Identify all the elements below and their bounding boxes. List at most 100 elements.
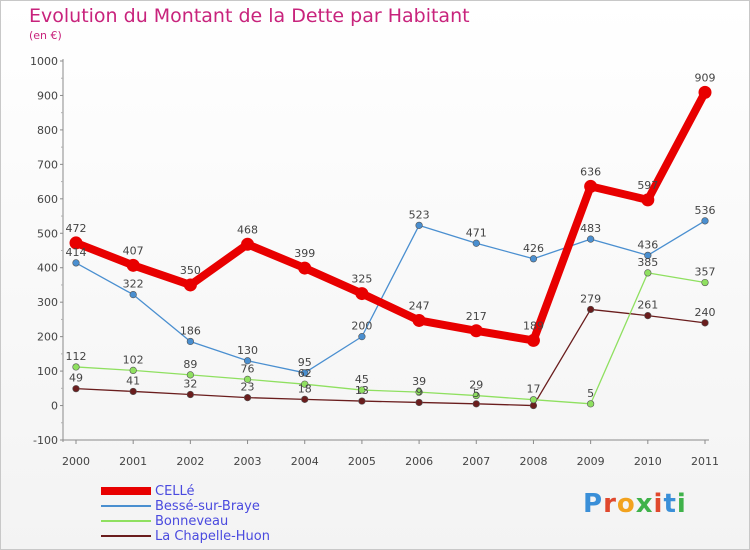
x-tick-label: 2004: [291, 455, 319, 468]
y-tick-label: 500: [37, 227, 58, 240]
data-label: 597: [637, 179, 658, 192]
x-tick-label: 2001: [119, 455, 147, 468]
data-point: [243, 375, 252, 383]
data-point: [186, 371, 194, 379]
data-point: [701, 278, 709, 287]
data-label: 9: [416, 385, 423, 398]
data-point: [243, 357, 252, 365]
logo-letter: i: [653, 489, 664, 519]
x-tick-label: 2005: [348, 455, 376, 468]
data-label: 45: [355, 373, 369, 386]
data-label: 426: [523, 242, 544, 255]
data-label: 471: [466, 226, 487, 239]
data-label: 29: [469, 379, 483, 392]
data-point: [183, 278, 197, 292]
data-point: [472, 400, 480, 408]
data-point: [415, 398, 423, 407]
logo-letter: o: [616, 489, 636, 519]
data-label: 32: [183, 378, 197, 391]
y-tick-label: 200: [37, 331, 58, 344]
proxiti-logo: Proxiti: [583, 489, 687, 519]
series-line-2: [75, 272, 706, 405]
logo-letter: t: [663, 489, 677, 519]
data-point: [186, 390, 194, 399]
legend-swatch-celle: [101, 487, 151, 495]
data-point: [301, 369, 309, 377]
data-point: [355, 287, 369, 301]
legend-label-chapelle: La Chapelle-Huon: [155, 529, 270, 544]
data-point: [72, 363, 80, 371]
series-line-1: [75, 220, 706, 374]
data-label: 247: [409, 299, 430, 312]
data-point: [415, 388, 423, 396]
data-label: 49: [69, 372, 83, 385]
y-tick-label: 0: [51, 400, 58, 413]
data-point: [72, 385, 80, 393]
x-tick-label: 2011: [691, 455, 719, 468]
data-label: 200: [351, 320, 372, 333]
data-point: [186, 337, 194, 346]
data-label: 39: [412, 375, 426, 388]
data-label: 186: [180, 324, 201, 337]
y-tick-label: 700: [37, 158, 58, 171]
data-point: [298, 261, 312, 275]
data-label: 89: [183, 358, 197, 371]
data-point: [698, 85, 712, 99]
x-tick-label: 2003: [234, 455, 262, 468]
x-tick-label: 2006: [405, 455, 433, 468]
y-tick-label: -100: [33, 434, 58, 447]
x-tick-label: 2008: [519, 455, 547, 468]
data-label: 76: [241, 362, 255, 375]
data-label: 130: [237, 344, 258, 357]
data-point: [358, 397, 366, 405]
data-point: [129, 291, 137, 299]
data-label: 112: [66, 350, 87, 363]
data-label: 472: [66, 222, 87, 235]
x-tick-label: 2007: [462, 455, 490, 468]
data-point: [129, 366, 137, 375]
data-label: 636: [580, 165, 601, 178]
data-label: 17: [526, 383, 540, 396]
data-label: 41: [126, 374, 140, 387]
y-tick-label: 100: [37, 365, 58, 378]
data-label: 407: [123, 244, 144, 257]
data-point: [301, 380, 309, 388]
data-label: 357: [695, 266, 716, 279]
data-point: [301, 395, 309, 403]
data-point: [243, 394, 252, 402]
data-point: [644, 269, 652, 277]
y-tick-label: 1000: [30, 55, 58, 68]
data-label: 483: [580, 222, 601, 235]
data-point: [529, 255, 538, 263]
legend-label-celle: CELLé: [155, 484, 195, 499]
logo-letter: P: [583, 489, 604, 519]
data-label: 5: [473, 387, 480, 400]
data-point: [529, 396, 538, 404]
data-label: 385: [637, 256, 658, 269]
legend-swatch-chapelle: [101, 535, 151, 537]
data-point: [126, 258, 140, 272]
x-tick-label: 2000: [62, 455, 90, 468]
data-label: 322: [123, 278, 144, 291]
data-label: 350: [180, 264, 201, 277]
data-label: 189: [523, 319, 544, 332]
data-point: [644, 251, 652, 259]
data-point: [644, 312, 652, 320]
data-point: [472, 391, 480, 400]
data-label: 279: [580, 292, 601, 305]
data-point: [587, 235, 595, 243]
data-point: [241, 237, 255, 251]
data-point: [587, 400, 595, 408]
y-tick-label: 900: [37, 89, 58, 102]
data-point: [469, 324, 483, 338]
x-tick-label: 2002: [176, 455, 204, 468]
data-label: 399: [294, 247, 315, 260]
chart-title: Evolution du Montant de la Dette par Hab…: [29, 5, 470, 27]
x-tick-label: 2010: [634, 455, 662, 468]
data-label: 523: [409, 208, 430, 221]
y-tick-label: 300: [37, 296, 58, 309]
data-label: 909: [695, 71, 716, 84]
logo-letter: i: [676, 489, 687, 519]
data-point: [641, 193, 655, 207]
